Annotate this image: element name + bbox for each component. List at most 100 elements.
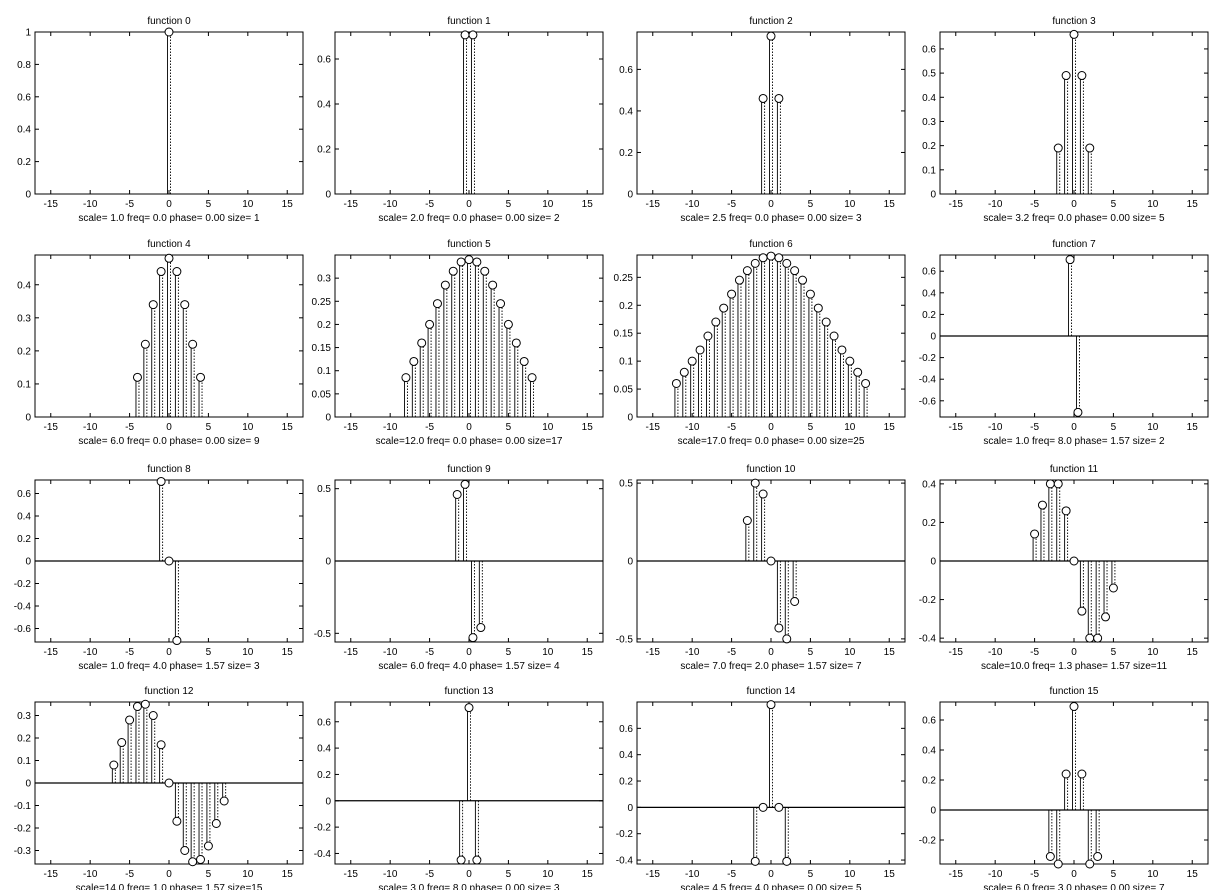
- x-tick-label: 15: [1187, 869, 1199, 880]
- stem-marker: [452, 489, 462, 499]
- stem-marker: [774, 93, 784, 103]
- y-tick-label: 0.1: [317, 366, 331, 377]
- stem-marker: [734, 275, 744, 285]
- stem-marker: [464, 703, 474, 713]
- x-tick-label: 0: [466, 647, 472, 658]
- stem-marker: [805, 289, 815, 299]
- x-tick-label: -5: [125, 199, 134, 210]
- plot-frame: [34, 31, 304, 195]
- chart-title: function 13: [445, 686, 494, 697]
- stem-marker: [774, 802, 784, 812]
- y-tick-label: -0.6: [919, 396, 937, 407]
- chart-caption: scale=10.0 freq= 1.3 phase= 1.57 size=11: [981, 661, 1168, 672]
- stem-marker: [164, 253, 174, 263]
- x-tick-label: -5: [125, 869, 134, 880]
- stem-marker: [1053, 479, 1063, 489]
- x-tick-label: -10: [83, 422, 98, 433]
- stem-marker: [1065, 255, 1075, 265]
- x-tick-label: -10: [383, 422, 398, 433]
- y-tick-label: -0.4: [14, 602, 32, 613]
- stem-marker: [519, 356, 529, 366]
- y-tick-label: 0.4: [619, 750, 633, 761]
- y-tick-label: 0.6: [619, 724, 633, 735]
- y-tick-label: 0.15: [614, 329, 634, 340]
- y-tick-label: 0.6: [619, 65, 633, 76]
- y-tick-label: 0.2: [317, 320, 331, 331]
- stem-marker: [758, 253, 768, 263]
- stem-marker: [782, 258, 792, 268]
- plot-frame: [939, 701, 1209, 865]
- y-tick-label: 0: [25, 557, 31, 568]
- chart-caption: scale=12.0 freq= 0.0 phase= 0.00 size=17: [376, 436, 563, 447]
- stem-marker: [790, 597, 800, 606]
- stem-marker: [109, 760, 119, 770]
- stem-marker: [180, 300, 190, 310]
- chart-panel-4: function 4 -15 -10 -5 0 5 10 15 0 0.1 0.2 0.3 0.4 sca…: [17, 239, 304, 447]
- y-tick-label: 0.3: [317, 274, 331, 285]
- y-tick-label: 0.2: [619, 301, 633, 312]
- y-tick-label: 0.1: [17, 379, 31, 390]
- chart-panel-0: function 0 -15 -10 -5 0 5 10 15 0 0.2 0.4 0.6 0.8 1 sc…: [17, 16, 304, 224]
- x-tick-label: 10: [242, 647, 254, 658]
- y-tick-label: 0.4: [17, 512, 31, 523]
- y-tick-label: 0.2: [17, 346, 31, 357]
- y-tick-label: 0: [627, 190, 633, 201]
- stem-marker: [758, 93, 768, 103]
- x-tick-label: -15: [949, 869, 964, 880]
- y-tick-label: 0: [325, 796, 331, 807]
- x-tick-label: -15: [344, 869, 359, 880]
- x-tick-label: 15: [1187, 647, 1199, 658]
- stem-marker: [1030, 529, 1040, 539]
- y-tick-label: 0.2: [922, 776, 936, 787]
- y-tick-label: 0.1: [922, 165, 936, 176]
- stem-marker: [456, 855, 466, 865]
- x-tick-label: 15: [282, 422, 294, 433]
- stem-marker: [750, 856, 760, 866]
- x-tick-label: -10: [988, 647, 1003, 658]
- chart-title: function 0: [147, 16, 191, 27]
- stem-marker: [750, 478, 760, 488]
- stem-marker: [711, 317, 721, 327]
- stem-marker: [117, 738, 127, 747]
- x-tick-label: 15: [582, 869, 594, 880]
- x-tick-label: 10: [1147, 199, 1159, 210]
- stem-marker: [148, 300, 158, 310]
- stem-marker: [790, 266, 800, 276]
- y-tick-label: 0.25: [312, 297, 332, 308]
- stem-marker: [172, 636, 182, 646]
- x-tick-label: -15: [44, 199, 59, 210]
- x-tick-label: 15: [884, 647, 896, 658]
- chart-panel-11: function 11 -15 -10 -5 0 5 10 15 -0.4 -0.2 0 0.2 0.4…: [919, 464, 1209, 672]
- stem-marker: [468, 30, 478, 40]
- x-tick-label: 10: [542, 869, 554, 880]
- stem-marker: [1085, 143, 1095, 153]
- y-tick-label: -0.5: [314, 629, 332, 640]
- stem-marker: [488, 280, 498, 290]
- y-tick-label: 0.4: [619, 106, 633, 117]
- x-tick-label: -5: [1030, 647, 1039, 658]
- x-tick-label: -15: [44, 647, 59, 658]
- chart-caption: scale=17.0 freq= 0.0 phase= 0.00 size=25: [678, 436, 865, 447]
- stem-marker: [1077, 71, 1087, 81]
- x-tick-label: 5: [206, 647, 212, 658]
- x-tick-label: -5: [125, 647, 134, 658]
- stem-marker: [164, 27, 174, 37]
- y-tick-label: 0.4: [317, 744, 331, 755]
- x-tick-label: -10: [988, 199, 1003, 210]
- plot-frame: [939, 31, 1209, 195]
- x-tick-label: -5: [1030, 199, 1039, 210]
- x-tick-label: -15: [44, 422, 59, 433]
- y-tick-label: 0.2: [17, 534, 31, 545]
- y-tick-label: 0: [930, 190, 936, 201]
- stem-marker: [695, 345, 705, 355]
- y-tick-label: 0.2: [619, 148, 633, 159]
- stem-marker: [196, 855, 206, 864]
- stem-marker: [432, 299, 442, 309]
- x-tick-label: 5: [206, 422, 212, 433]
- x-tick-label: 10: [542, 647, 554, 658]
- x-tick-label: -15: [646, 422, 661, 433]
- stem-marker: [1085, 859, 1095, 869]
- y-tick-label: -0.2: [919, 836, 937, 847]
- x-tick-label: -15: [344, 647, 359, 658]
